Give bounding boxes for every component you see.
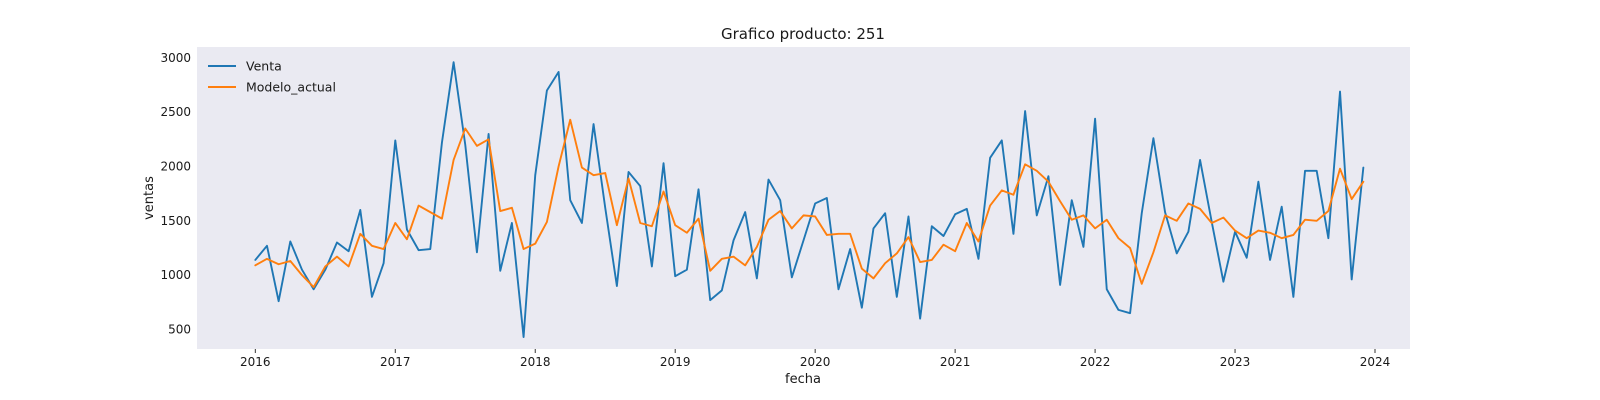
y-tick-label: 2000 <box>160 159 191 173</box>
x-axis-label: fecha <box>785 372 821 387</box>
x-tick-label: 2021 <box>940 355 971 369</box>
legend-label-1: Venta <box>246 59 282 74</box>
series-line-1 <box>254 61 1365 338</box>
legend-label-2: Modelo_actual <box>246 80 336 95</box>
x-tick-label: 2020 <box>800 355 831 369</box>
chart-title: Grafico producto: 251 <box>721 25 885 43</box>
y-tick-label: 2500 <box>160 105 191 119</box>
x-tick-label: 2024 <box>1360 355 1391 369</box>
x-axis-ticks: 2016 2017 2018 2019 2020 2021 2022 2023 2024 <box>240 349 1390 369</box>
legend: Venta Modelo_actual <box>208 59 336 95</box>
x-tick-label: 2023 <box>1220 355 1251 369</box>
y-tick-label: 1000 <box>160 268 191 282</box>
x-tick-label: 2018 <box>520 355 551 369</box>
x-tick-label: 2016 <box>240 355 271 369</box>
y-axis-label: ventas <box>142 176 157 220</box>
series-layer <box>254 61 1365 338</box>
y-axis-ticks: 500 1000 1500 2000 2500 3000 <box>160 51 191 337</box>
x-tick-label: 2017 <box>380 355 411 369</box>
series-line-2 <box>254 118 1365 289</box>
plot-area <box>197 47 1410 349</box>
y-tick-label: 1500 <box>160 214 191 228</box>
x-tick-label: 2019 <box>660 355 691 369</box>
y-tick-label: 3000 <box>160 51 191 65</box>
y-tick-label: 500 <box>168 322 191 336</box>
x-tick-label: 2022 <box>1080 355 1111 369</box>
